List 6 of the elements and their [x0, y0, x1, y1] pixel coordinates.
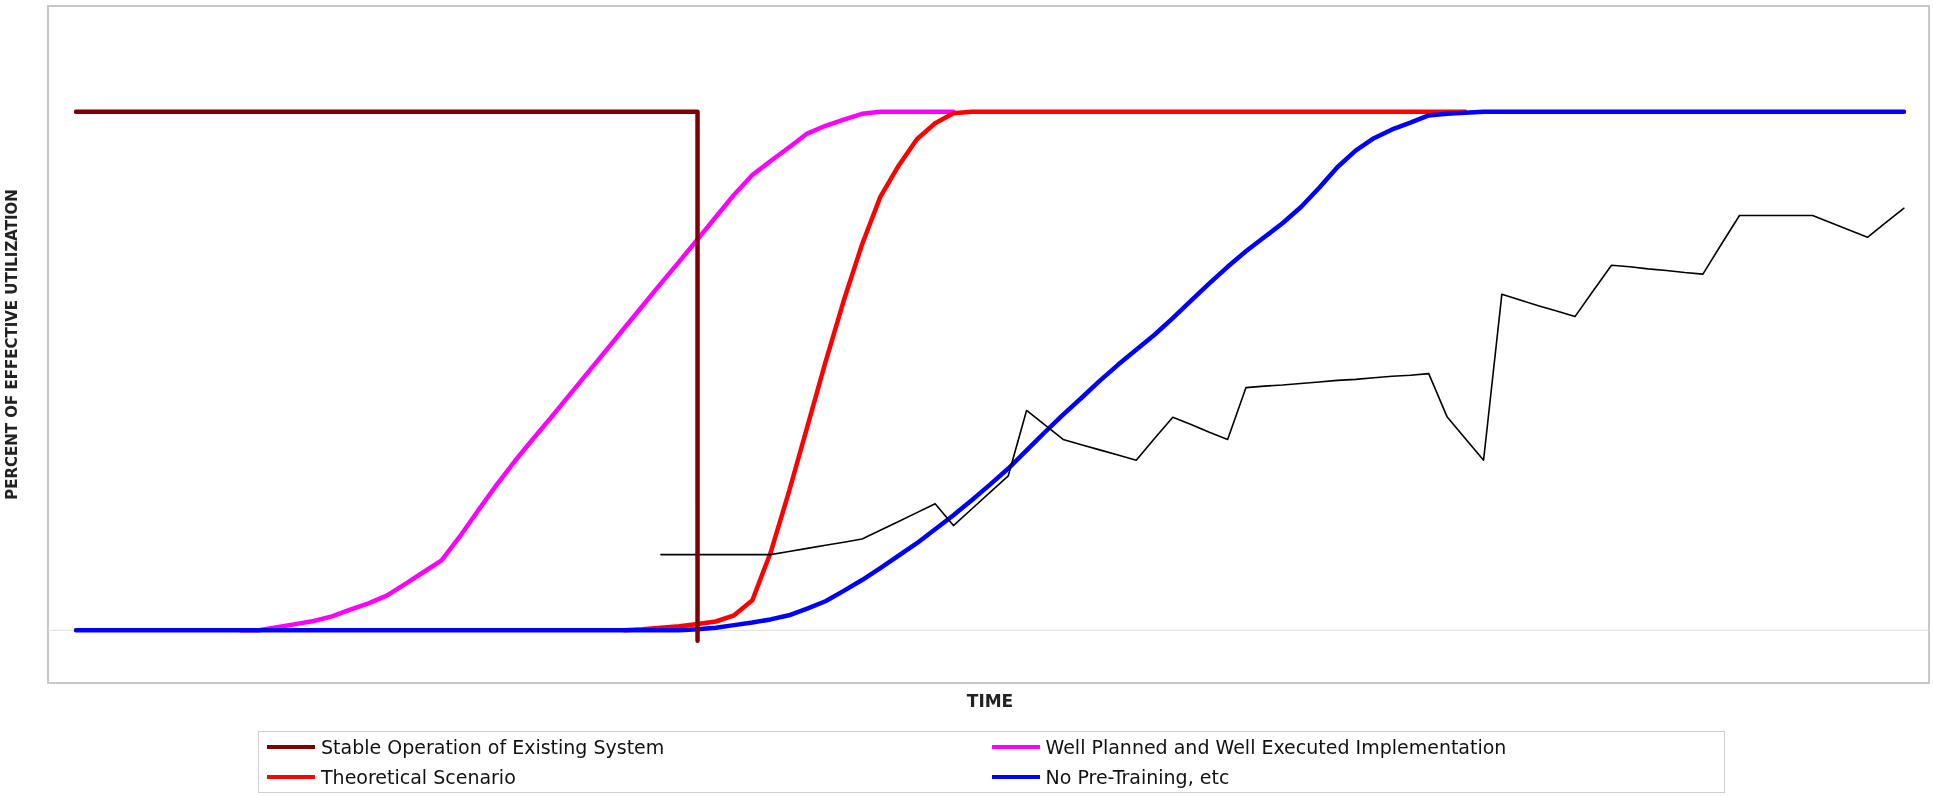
legend-label: Well Planned and Well Executed Implementation: [1045, 736, 1507, 758]
legend-label: Stable Operation of Existing System: [321, 736, 665, 758]
legend-label: No Pre-Training, etc: [1045, 766, 1230, 788]
legend-label: Theoretical Scenario: [321, 766, 516, 788]
x-axis-title: TIME: [966, 691, 1014, 712]
y-axis-title: PERCENT OF EFFECTIVE UTILIZATION: [2, 189, 21, 500]
